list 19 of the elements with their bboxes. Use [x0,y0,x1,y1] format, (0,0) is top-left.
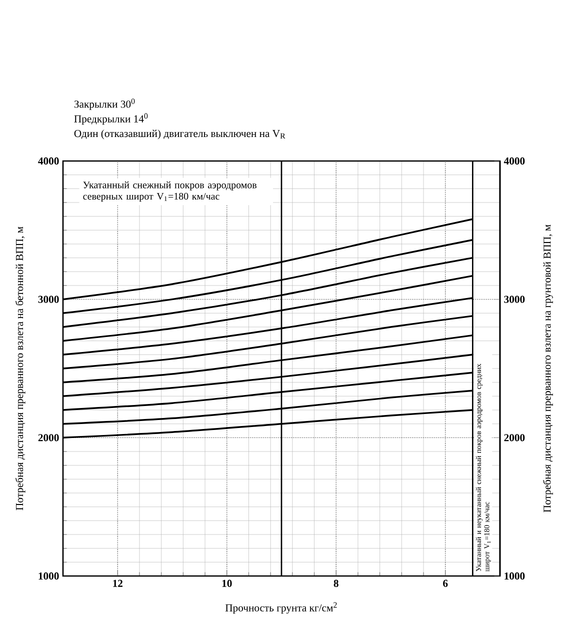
text: Закрылки 30$^{0}$ [74,98,135,110]
x-tick-label: 6 [443,580,448,587]
x-tick-label: 12 [113,580,122,587]
text: Предкрылки 14$^{0}$ [74,113,148,125]
y2-axis-title: Потребная дистанция прерванного взлета на грунтовой ВПП, м [543,224,553,512]
y-tick-label: 3000 [38,296,59,303]
y2-tick-label: 1000 [504,572,525,580]
x-tick-label: 8 [334,580,338,587]
x-tick-label: 10 [222,580,232,587]
annotation: Укатанный снежный покров аэродромов северных широт V$_{1}$=180 км/час [83,181,256,202]
text: Один (отказавший) двигатель выключен на V$_{R}$ [74,130,286,140]
y2-tick-label: 4000 [504,157,525,165]
y2-tick-label: 3000 [504,296,525,303]
x-axis-title: Прочность грунта кг/см$^{2}$ [225,602,337,614]
y-tick-label: 1000 [38,572,59,580]
y2-tick-label: 2000 [504,434,525,442]
y-axis-title: Потребная дистанция прерванного взлета на бетонной ВПП, м [15,226,26,510]
y-tick-label: 2000 [38,434,59,442]
y-tick-label: 4000 [38,157,59,165]
